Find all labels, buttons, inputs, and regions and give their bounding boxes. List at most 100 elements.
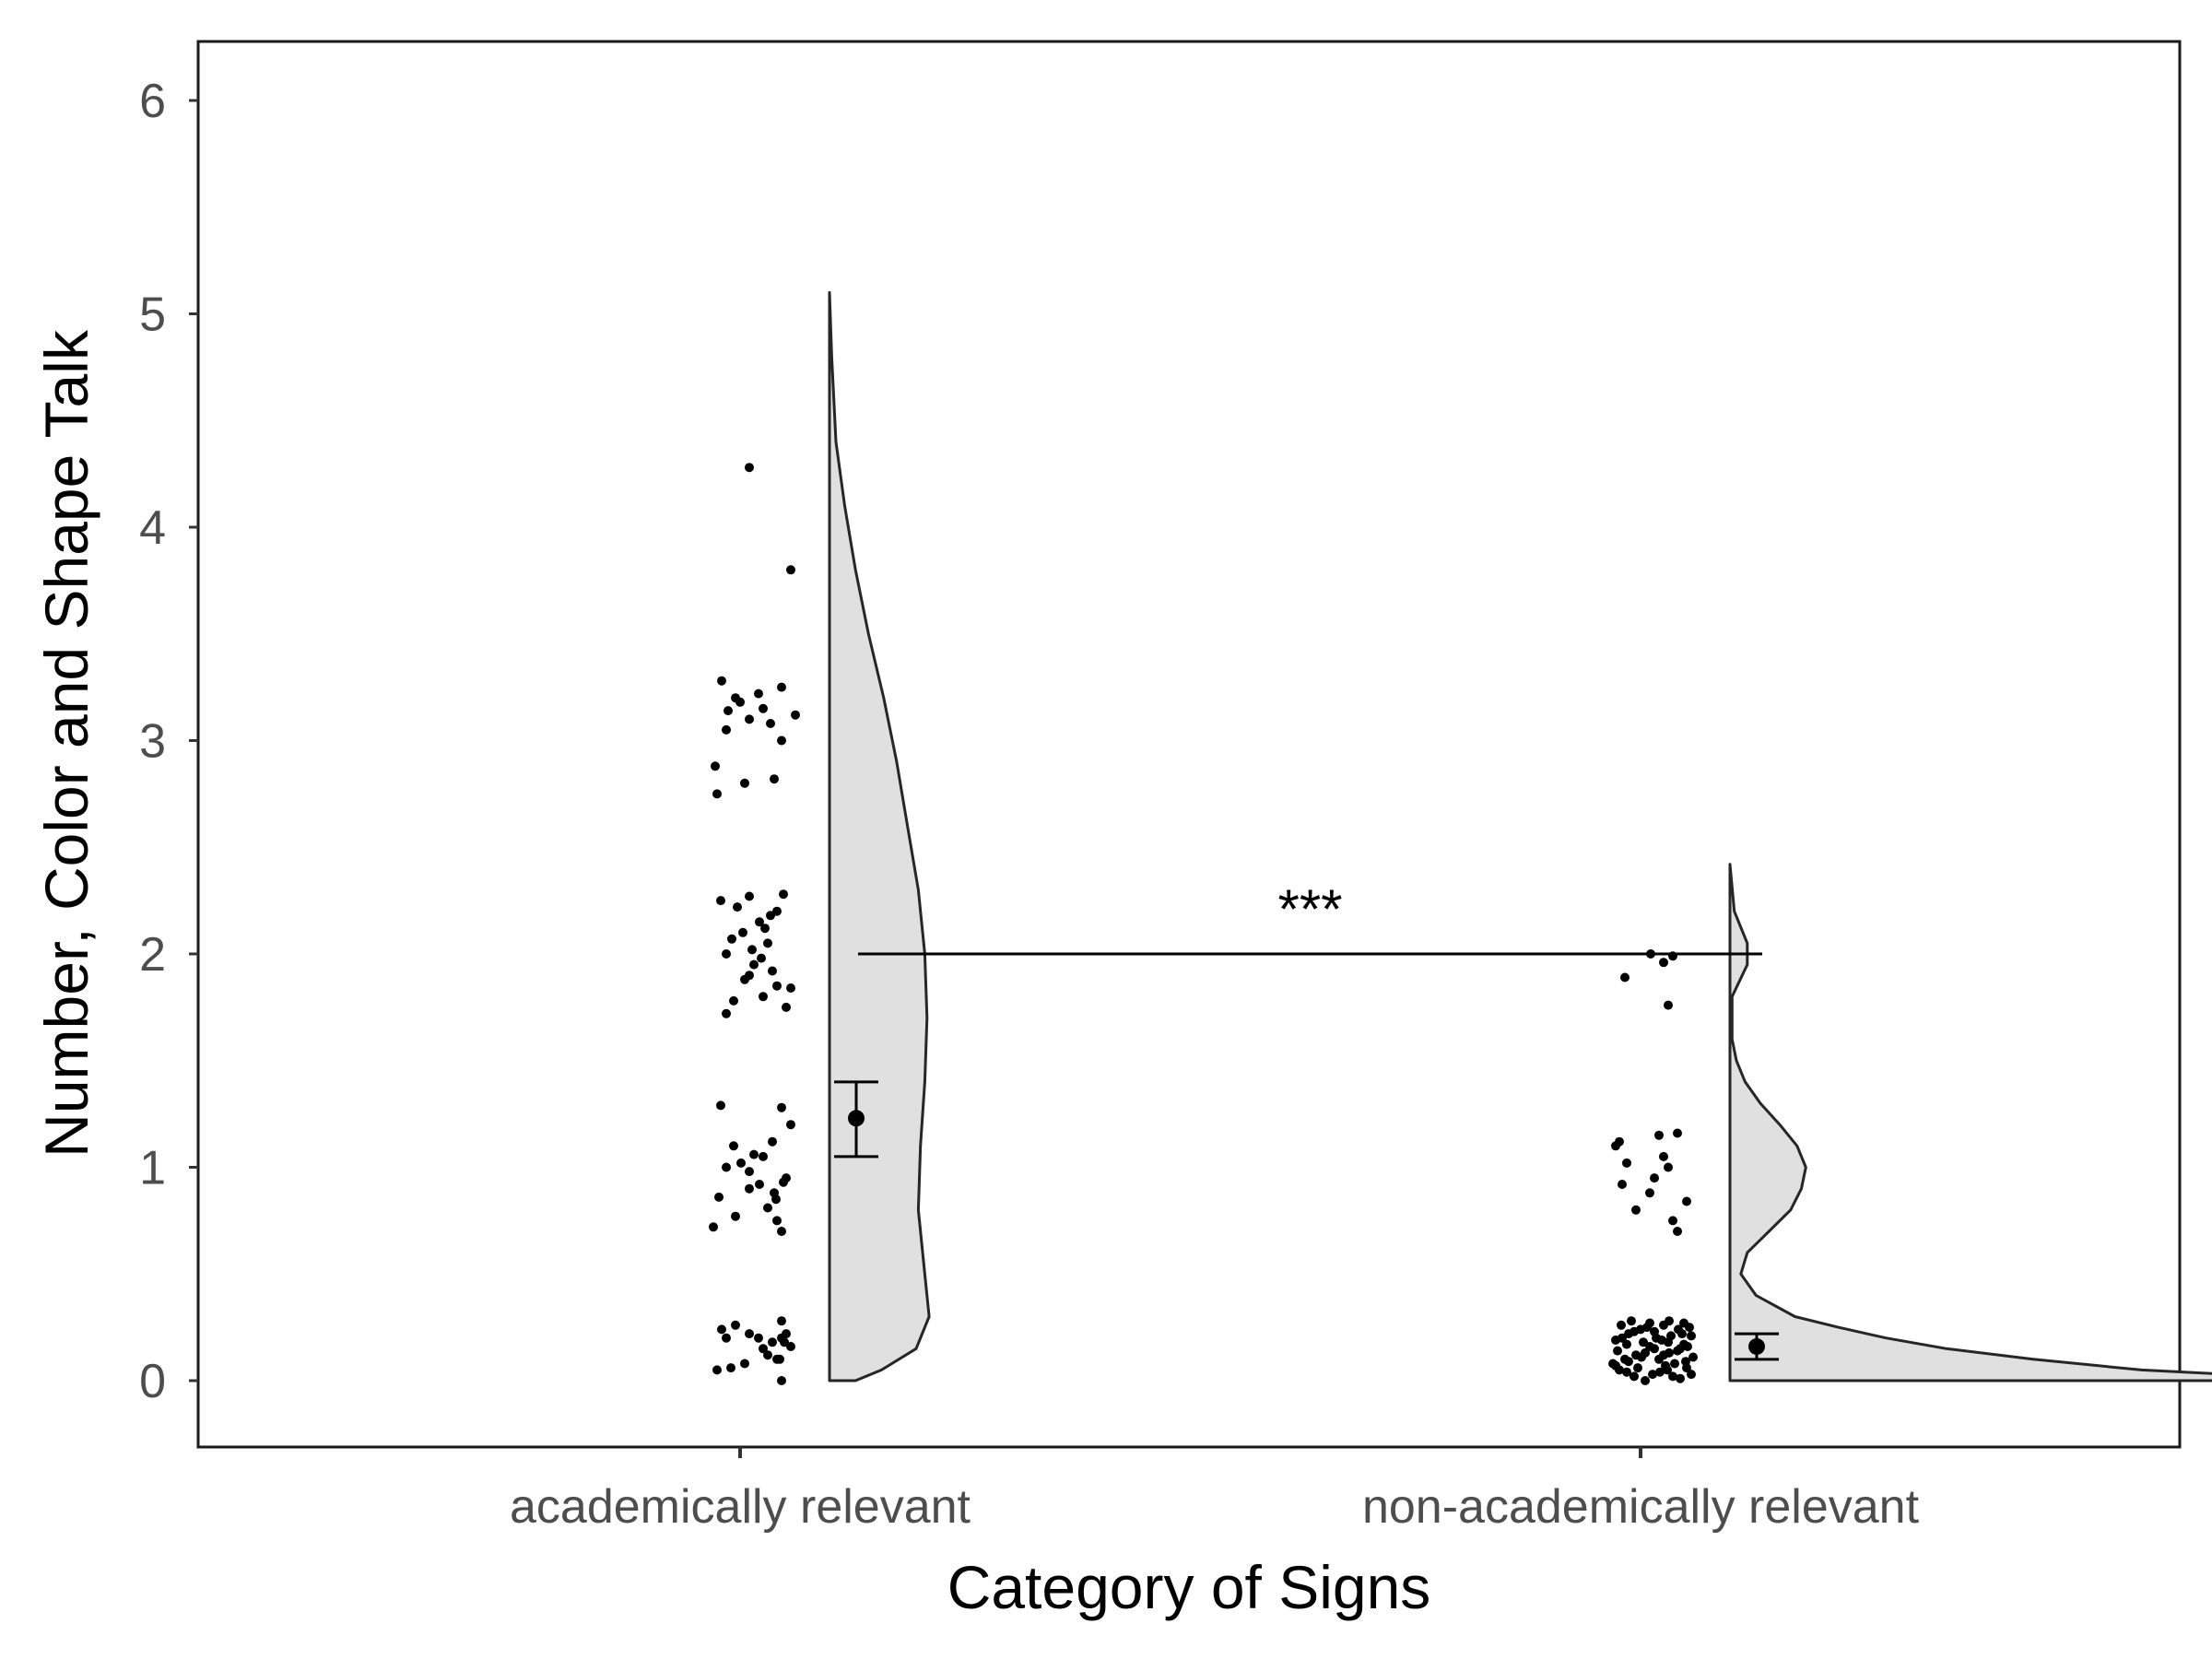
- data-point: [1622, 1339, 1631, 1349]
- data-point: [729, 1141, 738, 1151]
- data-point: [722, 1162, 731, 1172]
- data-point: [777, 1102, 786, 1112]
- data-point: [771, 1194, 781, 1205]
- y-axis-title: Number, Color and Shape Talk: [32, 329, 100, 1158]
- data-point: [722, 1333, 731, 1343]
- data-point: [777, 735, 786, 746]
- y-tick-label: 4: [139, 501, 166, 555]
- data-point: [1630, 1371, 1639, 1382]
- data-point: [754, 688, 763, 699]
- data-point: [1633, 1363, 1642, 1373]
- y-tick-label: 2: [139, 928, 166, 982]
- significance-label: ***: [1277, 878, 1342, 940]
- data-point: [1688, 1352, 1698, 1362]
- data-point: [740, 1359, 749, 1369]
- data-point: [777, 682, 786, 692]
- data-point: [755, 917, 764, 927]
- data-point: [1657, 1335, 1666, 1345]
- data-point: [763, 1203, 772, 1213]
- data-point: [786, 983, 795, 993]
- data-point: [772, 981, 782, 991]
- x-tick-label: non-academically relevant: [1362, 1480, 1920, 1534]
- data-point: [712, 789, 722, 799]
- data-point: [786, 1342, 795, 1351]
- data-point: [733, 902, 742, 912]
- data-point: [766, 911, 775, 921]
- data-point: [717, 1324, 726, 1335]
- data-point: [1650, 1344, 1659, 1354]
- data-point: [727, 934, 736, 944]
- data-point: [770, 774, 779, 784]
- data-point: [777, 1227, 786, 1236]
- data-point: [780, 1337, 789, 1347]
- data-point: [1665, 1316, 1674, 1326]
- data-point: [1676, 1344, 1685, 1354]
- x-axis-title: Category of Signs: [947, 1553, 1431, 1621]
- data-point: [1650, 1173, 1659, 1183]
- data-point: [759, 703, 768, 713]
- data-point: [1664, 1162, 1673, 1172]
- data-point: [768, 1337, 777, 1347]
- data-point: [726, 1363, 735, 1373]
- data-point: [740, 778, 749, 788]
- data-point: [745, 1183, 754, 1194]
- plot-panel: [196, 40, 2182, 1449]
- data-point: [729, 995, 738, 1006]
- data-point: [740, 974, 749, 984]
- data-point: [716, 896, 725, 906]
- data-point: [749, 1149, 759, 1159]
- data-point: [1620, 1354, 1630, 1364]
- data-point: [1648, 1370, 1657, 1380]
- data-point: [714, 1192, 724, 1202]
- data-point: [736, 1158, 746, 1168]
- data-point: [731, 1211, 740, 1221]
- y-axis: 0 1 2 3 4 5 6: [139, 75, 198, 1408]
- data-point: [1613, 1346, 1622, 1356]
- data-point: [755, 1180, 764, 1189]
- data-point: [1617, 1320, 1626, 1330]
- data-point: [717, 676, 726, 686]
- data-point: [759, 992, 768, 1002]
- data-point: [782, 1002, 791, 1012]
- data-point: [1668, 1371, 1677, 1382]
- y-tick-label: 5: [139, 288, 166, 342]
- data-point: [712, 1365, 722, 1375]
- mean-point: [848, 1110, 865, 1127]
- data-point: [735, 697, 745, 707]
- data-point: [1683, 1342, 1692, 1351]
- data-point: [745, 1167, 754, 1177]
- y-tick-label: 0: [139, 1355, 166, 1408]
- data-point: [1687, 1370, 1696, 1380]
- data-point: [745, 1329, 754, 1339]
- data-point: [782, 1173, 791, 1183]
- data-point: [1654, 1130, 1664, 1140]
- data-point: [709, 1222, 718, 1232]
- data-point: [722, 949, 731, 959]
- data-point: [745, 463, 754, 473]
- data-point: [1631, 1205, 1641, 1215]
- data-point: [722, 1008, 731, 1018]
- data-point: [1627, 1316, 1636, 1326]
- data-point: [1650, 1326, 1659, 1336]
- data-point: [1682, 1196, 1691, 1206]
- y-tick-label: 6: [139, 75, 166, 128]
- data-point: [1663, 1365, 1672, 1375]
- data-point: [786, 565, 795, 575]
- y-tick-label: 1: [139, 1142, 166, 1195]
- data-point: [716, 1100, 725, 1111]
- data-point: [786, 1120, 795, 1130]
- data-point: [768, 966, 777, 976]
- data-point: [1674, 1324, 1683, 1335]
- data-point: [766, 719, 775, 728]
- x-tick-label: academically relevant: [510, 1480, 971, 1534]
- data-point: [724, 706, 733, 716]
- data-point: [1659, 958, 1668, 968]
- violin-2: [1728, 863, 2212, 1382]
- data-point: [1641, 1376, 1650, 1385]
- data-point: [1659, 1151, 1668, 1161]
- data-point: [1673, 1128, 1682, 1138]
- data-point: [763, 1350, 772, 1360]
- data-point: [711, 761, 720, 771]
- data-point: [745, 891, 754, 901]
- data-point: [775, 1354, 784, 1364]
